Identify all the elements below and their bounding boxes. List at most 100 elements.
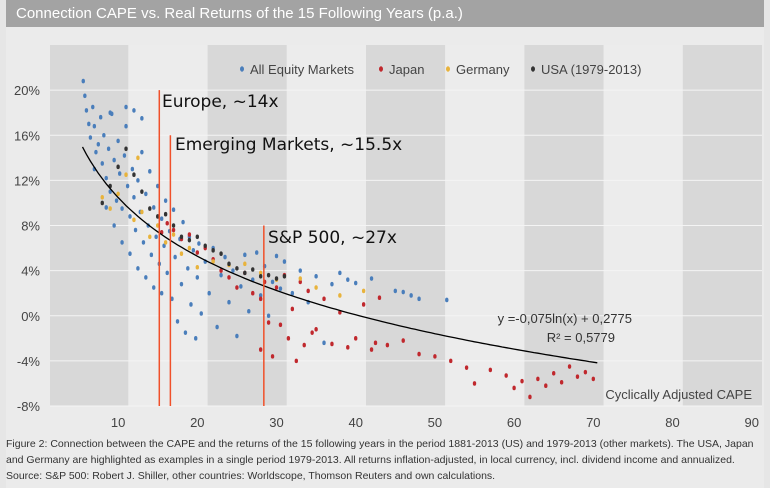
data-point-all [183, 330, 188, 335]
data-point-all [215, 324, 219, 330]
data-point-all [173, 254, 177, 260]
y-tick-label: 4% [21, 264, 40, 279]
data-point-all [149, 252, 154, 258]
data-point-all [417, 296, 421, 302]
data-point-all [165, 270, 169, 276]
data-point-japan [278, 322, 283, 328]
trendline [81, 146, 598, 364]
data-point-usa [282, 273, 287, 279]
legend-marker [531, 66, 535, 72]
legend-entry: USA (1979-2013) [541, 62, 641, 77]
data-point-all [152, 285, 156, 290]
data-point-germany [179, 251, 184, 257]
data-point-usa [148, 206, 152, 211]
data-point-usa [187, 237, 192, 243]
data-point-japan [322, 296, 326, 302]
y-tick-label: 16% [14, 128, 40, 143]
y-tick-label: 8% [21, 219, 40, 234]
data-point-all [207, 290, 211, 296]
data-point-all [140, 116, 144, 121]
data-point-all [322, 340, 326, 346]
x-tick-label: 50 [428, 415, 442, 430]
data-point-japan [227, 275, 231, 280]
data-point-all [231, 268, 235, 273]
data-point-all [112, 157, 116, 163]
data-point-usa [195, 234, 200, 240]
data-point-usa [227, 261, 231, 267]
data-point-usa [179, 234, 184, 240]
x-tick-label: 80 [665, 415, 679, 430]
data-point-all [162, 243, 166, 249]
legend-marker [379, 66, 383, 72]
data-point-germany [100, 194, 104, 200]
data-point-japan [504, 373, 508, 378]
data-point-japan [298, 279, 302, 285]
data-point-all [104, 205, 108, 210]
data-point-japan [591, 376, 596, 382]
data-point-japan [449, 358, 453, 364]
legend-entry: Japan [389, 62, 424, 77]
data-point-japan [187, 232, 192, 237]
data-point-japan [583, 369, 588, 375]
trendline-equation: y =-0,075ln(x) + 0,2775 [498, 311, 632, 326]
data-point-all [120, 240, 124, 245]
data-point-all [144, 275, 148, 280]
data-point-japan [544, 383, 548, 388]
x-tick-label: 60 [507, 415, 521, 430]
data-point-germany [132, 217, 136, 223]
data-point-all [163, 198, 168, 203]
data-point-japan [520, 378, 524, 384]
data-point-japan [274, 285, 279, 290]
data-point-all [197, 241, 201, 246]
data-point-japan [314, 326, 318, 332]
annotation-label: Europe, ~14x [162, 92, 279, 112]
data-point-all [239, 284, 243, 289]
data-point-japan [251, 290, 255, 296]
data-point-all [128, 251, 132, 257]
data-point-all [195, 275, 200, 280]
data-point-japan [266, 320, 271, 325]
data-point-usa [132, 172, 136, 178]
data-point-all [133, 227, 138, 233]
data-point-all [84, 108, 89, 113]
y-tick-label: 20% [14, 83, 40, 98]
data-point-japan [488, 367, 493, 373]
data-point-japan [369, 347, 374, 352]
data-point-usa [219, 251, 223, 257]
data-point-all [132, 194, 136, 200]
data-point-all [227, 299, 231, 305]
data-point-all [445, 297, 449, 303]
data-point-all [354, 280, 358, 286]
data-point-japan [346, 345, 350, 350]
data-point-all [191, 248, 196, 253]
data-point-japan [171, 227, 176, 233]
data-point-all [92, 123, 97, 129]
data-point-all [100, 161, 104, 166]
data-point-all [255, 250, 259, 255]
data-point-all [171, 207, 176, 213]
data-point-all [152, 205, 156, 210]
data-point-all [346, 277, 350, 282]
data-point-all [194, 336, 198, 341]
data-point-all [247, 308, 251, 314]
data-point-japan [195, 250, 200, 255]
data-point-germany [124, 172, 128, 178]
legend-entry: All Equity Markets [250, 62, 355, 77]
data-point-germany [136, 155, 140, 161]
data-point-all [83, 93, 87, 99]
data-point-germany [108, 206, 112, 211]
data-point-all [175, 319, 180, 324]
data-point-germany [258, 270, 263, 276]
data-point-all [186, 266, 190, 271]
data-point-all [270, 279, 275, 285]
data-point-japan [385, 342, 390, 348]
data-point-all [274, 253, 279, 259]
data-point-japan [472, 381, 477, 386]
data-point-germany [163, 240, 168, 245]
chart-title: Connection CAPE vs. Real Returns of the … [6, 0, 764, 27]
data-point-japan [310, 330, 314, 335]
x-tick-label: 70 [586, 415, 600, 430]
data-point-germany [243, 261, 247, 267]
data-point-all [81, 78, 85, 84]
data-point-all [102, 132, 106, 138]
